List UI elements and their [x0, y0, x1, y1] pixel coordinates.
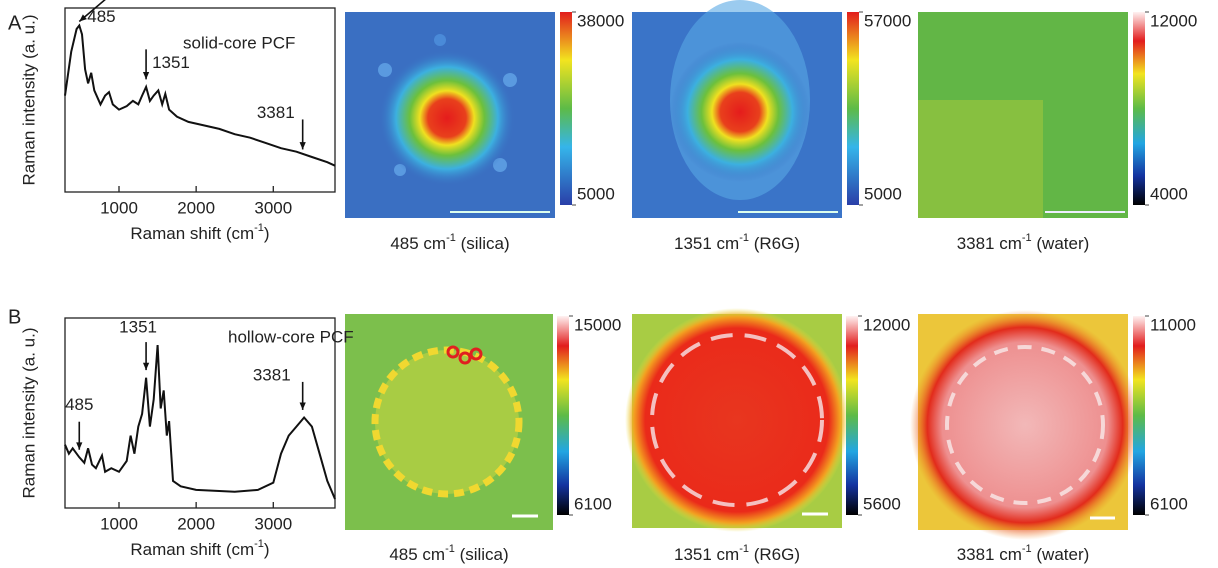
- map-caption: 1351 cm-1 (R6G): [674, 232, 800, 254]
- colorbar-tick-label: 6100: [574, 494, 612, 513]
- map-image: [632, 0, 842, 218]
- x-axis-label: Raman shift (cm-1): [130, 538, 269, 560]
- arrow-head: [142, 362, 150, 371]
- arrow-head: [299, 142, 306, 150]
- colorbar-tick-label: 11000: [1150, 315, 1196, 334]
- map-image: [345, 12, 555, 218]
- annotation-label: 1351: [152, 53, 190, 72]
- map-image: [918, 12, 1128, 218]
- colorbar-tick-label: 12000: [863, 315, 910, 334]
- chart-title: solid-core PCF: [183, 33, 295, 52]
- map-caption: 485 cm-1 (silica): [390, 232, 509, 254]
- x-tick-label: 3000: [254, 514, 292, 533]
- x-axis-label-sup: -1: [254, 222, 264, 234]
- map-image: [625, 308, 849, 532]
- map-image: [910, 310, 1140, 540]
- y-axis-label: Raman intensity (a. u.): [19, 14, 38, 185]
- map-caption: 3381 cm-1 (water): [957, 232, 1090, 254]
- colorbar: [846, 316, 858, 515]
- colorbar-tick-label: 5000: [864, 184, 902, 203]
- colorbar-tick-label: 57000: [864, 11, 911, 30]
- colorbar: [557, 316, 569, 515]
- arrow-head: [299, 402, 306, 410]
- spectrum-line: [64, 345, 336, 500]
- colorbar-tick-label: 5000: [577, 184, 615, 203]
- map-caption-part: (silica): [455, 545, 509, 564]
- map-caption-part: (R6G): [749, 545, 800, 564]
- annotation-label: 3381: [253, 365, 291, 384]
- map-caption-part: (R6G): [749, 234, 800, 253]
- map-caption-part: 1351 cm: [674, 234, 739, 253]
- colorbar-tick-label: 5600: [863, 494, 901, 513]
- colorbar-tick-label: 6100: [1150, 494, 1188, 513]
- x-axis-label-part: ): [264, 540, 270, 559]
- y-axis-label: Raman intensity (a. u.): [19, 327, 38, 498]
- colorbar: [560, 12, 572, 205]
- x-axis-label-sup: -1: [254, 538, 264, 550]
- map-caption-part: 3381 cm: [957, 545, 1022, 564]
- colorbar: [1133, 316, 1145, 515]
- map-caption-part: 485 cm: [390, 234, 446, 253]
- panel-label: A: [8, 12, 22, 34]
- map-caption-part: (water): [1032, 545, 1090, 564]
- map-caption-part: 485 cm: [389, 545, 445, 564]
- colorbar-tick-label: 15000: [574, 315, 621, 334]
- x-tick-label: 2000: [177, 198, 215, 217]
- plot-frame: [64, 7, 336, 193]
- map-caption-sup: -1: [739, 232, 749, 244]
- plot-frame: [64, 317, 336, 509]
- x-axis-label-part: Raman shift (cm: [130, 224, 254, 243]
- panel-label: B: [8, 306, 21, 328]
- map-caption-sup: -1: [739, 543, 749, 555]
- map-caption-sup: -1: [446, 232, 456, 244]
- map-caption-sup: -1: [445, 543, 455, 555]
- annotation-label: 3381: [257, 103, 295, 122]
- map-caption-part: (water): [1032, 234, 1090, 253]
- chart-title: hollow-core PCF: [228, 327, 354, 346]
- arrow-head: [76, 442, 83, 450]
- x-tick-label: 1000: [100, 198, 138, 217]
- map-caption: 485 cm-1 (silica): [389, 543, 508, 565]
- map-caption: 1351 cm-1 (R6G): [674, 543, 800, 565]
- colorbar: [847, 12, 859, 205]
- arrow-head: [142, 71, 150, 80]
- x-axis-label-part: ): [264, 224, 270, 243]
- colorbar: [1133, 12, 1145, 205]
- map-caption-sup: -1: [1022, 543, 1032, 555]
- x-tick-label: 1000: [100, 514, 138, 533]
- map-caption: 3381 cm-1 (water): [957, 543, 1090, 565]
- map-caption-sup: -1: [1022, 232, 1032, 244]
- map-caption-part: 1351 cm: [674, 545, 739, 564]
- colorbar-tick-label: 12000: [1150, 11, 1197, 30]
- annotation-label: 485: [87, 7, 115, 26]
- annotation-label: 485: [65, 395, 93, 414]
- map-caption-part: 3381 cm: [957, 234, 1022, 253]
- x-axis-label-part: Raman shift (cm: [130, 540, 254, 559]
- map-caption-part: (silica): [456, 234, 510, 253]
- colorbar-tick-label: 4000: [1150, 184, 1188, 203]
- arrow-head: [79, 14, 87, 22]
- annotation-label: 1351: [119, 318, 157, 337]
- x-axis-label: Raman shift (cm-1): [130, 222, 269, 244]
- map-image: [345, 314, 553, 530]
- spectrum-line: [64, 23, 336, 167]
- colorbar-tick-label: 38000: [577, 11, 624, 30]
- x-tick-label: 2000: [177, 514, 215, 533]
- x-tick-label: 3000: [254, 198, 292, 217]
